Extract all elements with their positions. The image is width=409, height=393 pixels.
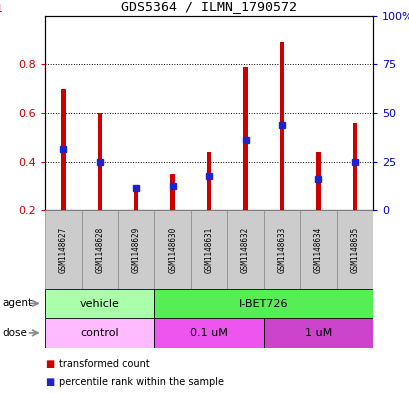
Text: 1: 1 — [0, 4, 2, 14]
Text: percentile rank within the sample: percentile rank within the sample — [59, 377, 224, 387]
Bar — [227, 210, 263, 289]
Text: agent: agent — [2, 298, 32, 309]
Text: I-BET726: I-BET726 — [238, 299, 288, 309]
Bar — [45, 318, 154, 348]
Bar — [97, 113, 102, 210]
Bar — [154, 210, 191, 289]
Bar — [61, 89, 65, 210]
Text: dose: dose — [2, 328, 27, 338]
Text: GSM1148634: GSM1148634 — [313, 226, 322, 273]
Text: GSM1148629: GSM1148629 — [131, 226, 140, 273]
Bar — [81, 210, 118, 289]
Bar — [154, 318, 263, 348]
Text: GSM1148630: GSM1148630 — [168, 226, 177, 273]
Bar — [134, 188, 138, 210]
Bar — [352, 123, 356, 210]
Text: vehicle: vehicle — [80, 299, 119, 309]
Text: GSM1148632: GSM1148632 — [240, 226, 249, 273]
Text: GSM1148633: GSM1148633 — [277, 226, 286, 273]
Bar — [315, 152, 320, 210]
Bar — [299, 210, 336, 289]
Text: transformed count: transformed count — [59, 358, 150, 369]
Bar — [45, 289, 154, 318]
Text: ■: ■ — [45, 377, 54, 387]
Text: GSM1148635: GSM1148635 — [350, 226, 359, 273]
Text: ■: ■ — [45, 358, 54, 369]
Bar — [263, 318, 372, 348]
Title: GDS5364 / ILMN_1790572: GDS5364 / ILMN_1790572 — [121, 0, 297, 13]
Text: GSM1148627: GSM1148627 — [58, 226, 67, 273]
Bar — [279, 42, 283, 210]
Text: GSM1148628: GSM1148628 — [95, 226, 104, 273]
Text: 0.1 uM: 0.1 uM — [190, 328, 227, 338]
Bar — [263, 210, 299, 289]
Bar — [170, 174, 174, 210]
Bar — [118, 210, 154, 289]
Text: 1 uM: 1 uM — [304, 328, 331, 338]
Bar — [336, 210, 372, 289]
Bar — [45, 210, 81, 289]
Text: GSM1148631: GSM1148631 — [204, 226, 213, 273]
Text: control: control — [80, 328, 119, 338]
Bar — [243, 67, 247, 210]
Bar — [154, 289, 372, 318]
Bar — [191, 210, 227, 289]
Bar — [207, 152, 211, 210]
